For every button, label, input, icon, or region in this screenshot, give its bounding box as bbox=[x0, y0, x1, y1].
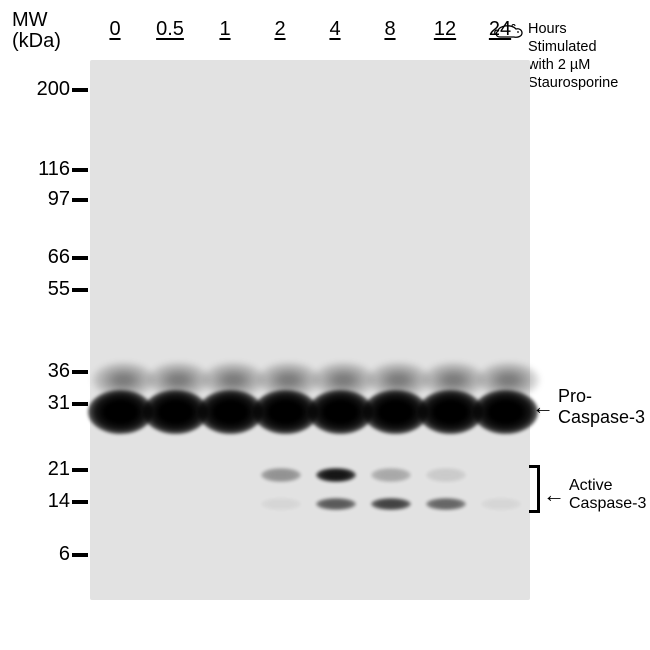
active-caspase-band-lower bbox=[261, 498, 301, 510]
lane-label: 8 bbox=[365, 18, 415, 41]
note-l1: Hours Stimulated bbox=[528, 21, 597, 55]
active-caspase-band-lower bbox=[481, 498, 521, 510]
lane-label: 2 bbox=[255, 18, 305, 41]
lane-label: 1 bbox=[200, 18, 250, 41]
lane-labels: 00.512481224 bbox=[90, 18, 530, 58]
mw-header-l1: MW bbox=[12, 9, 48, 31]
arrow-icon: ← bbox=[543, 484, 565, 506]
note-l3: Staurosporine bbox=[528, 75, 618, 91]
mw-tick: 66 bbox=[8, 246, 88, 269]
lane-label: 4 bbox=[310, 18, 360, 41]
pro-caspase-label: ← Pro-Caspase-3 bbox=[532, 386, 650, 428]
active-caspase-band-upper bbox=[371, 468, 411, 482]
arrow-icon: ← bbox=[532, 396, 554, 418]
active-caspase-band-lower bbox=[316, 498, 356, 510]
mouse-icon bbox=[492, 22, 524, 40]
stimulation-note: Hours Stimulated with 2 µM Staurosporine bbox=[528, 20, 638, 93]
mw-tick: 6 bbox=[8, 543, 88, 566]
pro-caspase-text: Pro-Caspase-3 bbox=[558, 386, 650, 428]
lane-label: 0.5 bbox=[145, 18, 195, 41]
blot-area bbox=[90, 60, 530, 600]
active-caspase-label: ← Active Caspase-3 bbox=[543, 477, 650, 513]
lane-label: 12 bbox=[420, 18, 470, 41]
mw-tick: 14 bbox=[8, 490, 88, 513]
active-caspase-band-upper bbox=[316, 468, 356, 482]
active-caspase-band-lower bbox=[426, 498, 466, 510]
lane-label: 0 bbox=[90, 18, 140, 41]
mw-tick: 55 bbox=[8, 278, 88, 301]
mw-header-l2: (kDa) bbox=[12, 30, 61, 52]
active-caspase-text: Active Caspase-3 bbox=[569, 477, 650, 513]
mw-header: MW (kDa) bbox=[12, 10, 61, 52]
mw-tick: 36 bbox=[8, 360, 88, 383]
mw-tick: 97 bbox=[8, 188, 88, 211]
active-caspase-band-lower bbox=[371, 498, 411, 510]
active-bracket bbox=[532, 465, 540, 513]
pro-caspase-band bbox=[473, 390, 538, 434]
mw-tick: 116 bbox=[8, 158, 88, 181]
active-caspase-band-upper bbox=[261, 468, 301, 482]
mw-tick: 21 bbox=[8, 458, 88, 481]
mw-tick: 200 bbox=[8, 78, 88, 101]
mw-tick: 31 bbox=[8, 392, 88, 415]
note-l2: with 2 µM bbox=[528, 57, 590, 73]
active-caspase-band-upper bbox=[426, 468, 466, 482]
